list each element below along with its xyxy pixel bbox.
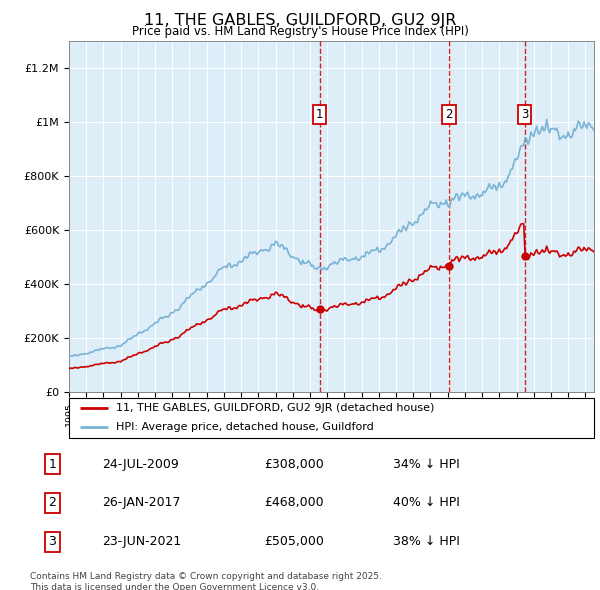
Text: 24-JUL-2009: 24-JUL-2009: [103, 458, 179, 471]
Text: 3: 3: [521, 108, 529, 121]
Text: 11, THE GABLES, GUILDFORD, GU2 9JR (detached house): 11, THE GABLES, GUILDFORD, GU2 9JR (deta…: [116, 404, 434, 414]
Text: 2: 2: [49, 496, 56, 510]
Text: 34% ↓ HPI: 34% ↓ HPI: [392, 458, 460, 471]
FancyBboxPatch shape: [69, 398, 594, 438]
Text: 1: 1: [49, 458, 56, 471]
Text: 3: 3: [49, 535, 56, 548]
Text: £308,000: £308,000: [265, 458, 324, 471]
Text: 40% ↓ HPI: 40% ↓ HPI: [392, 496, 460, 510]
Text: HPI: Average price, detached house, Guildford: HPI: Average price, detached house, Guil…: [116, 421, 374, 431]
Text: £468,000: £468,000: [265, 496, 324, 510]
Text: 26-JAN-2017: 26-JAN-2017: [103, 496, 181, 510]
Text: Contains HM Land Registry data © Crown copyright and database right 2025.
This d: Contains HM Land Registry data © Crown c…: [30, 572, 382, 590]
Text: Price paid vs. HM Land Registry's House Price Index (HPI): Price paid vs. HM Land Registry's House …: [131, 25, 469, 38]
Text: £505,000: £505,000: [265, 535, 324, 548]
Text: 23-JUN-2021: 23-JUN-2021: [103, 535, 182, 548]
Text: 1: 1: [316, 108, 323, 121]
Text: 11, THE GABLES, GUILDFORD, GU2 9JR: 11, THE GABLES, GUILDFORD, GU2 9JR: [144, 13, 456, 28]
Text: 2: 2: [445, 108, 452, 121]
Text: 38% ↓ HPI: 38% ↓ HPI: [392, 535, 460, 548]
